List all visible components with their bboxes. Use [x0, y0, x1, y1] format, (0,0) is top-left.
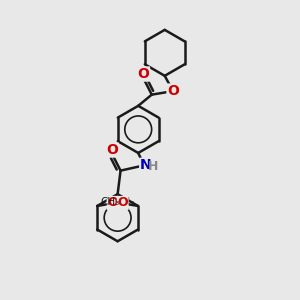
Text: O: O — [138, 67, 149, 81]
Text: O: O — [167, 84, 179, 98]
Text: CH₃: CH₃ — [115, 196, 134, 206]
Text: O: O — [107, 196, 118, 209]
Text: O: O — [106, 143, 118, 157]
Text: O: O — [117, 196, 128, 209]
Text: H: H — [148, 160, 159, 173]
Text: CH₃: CH₃ — [101, 196, 120, 206]
Text: N: N — [140, 158, 152, 172]
